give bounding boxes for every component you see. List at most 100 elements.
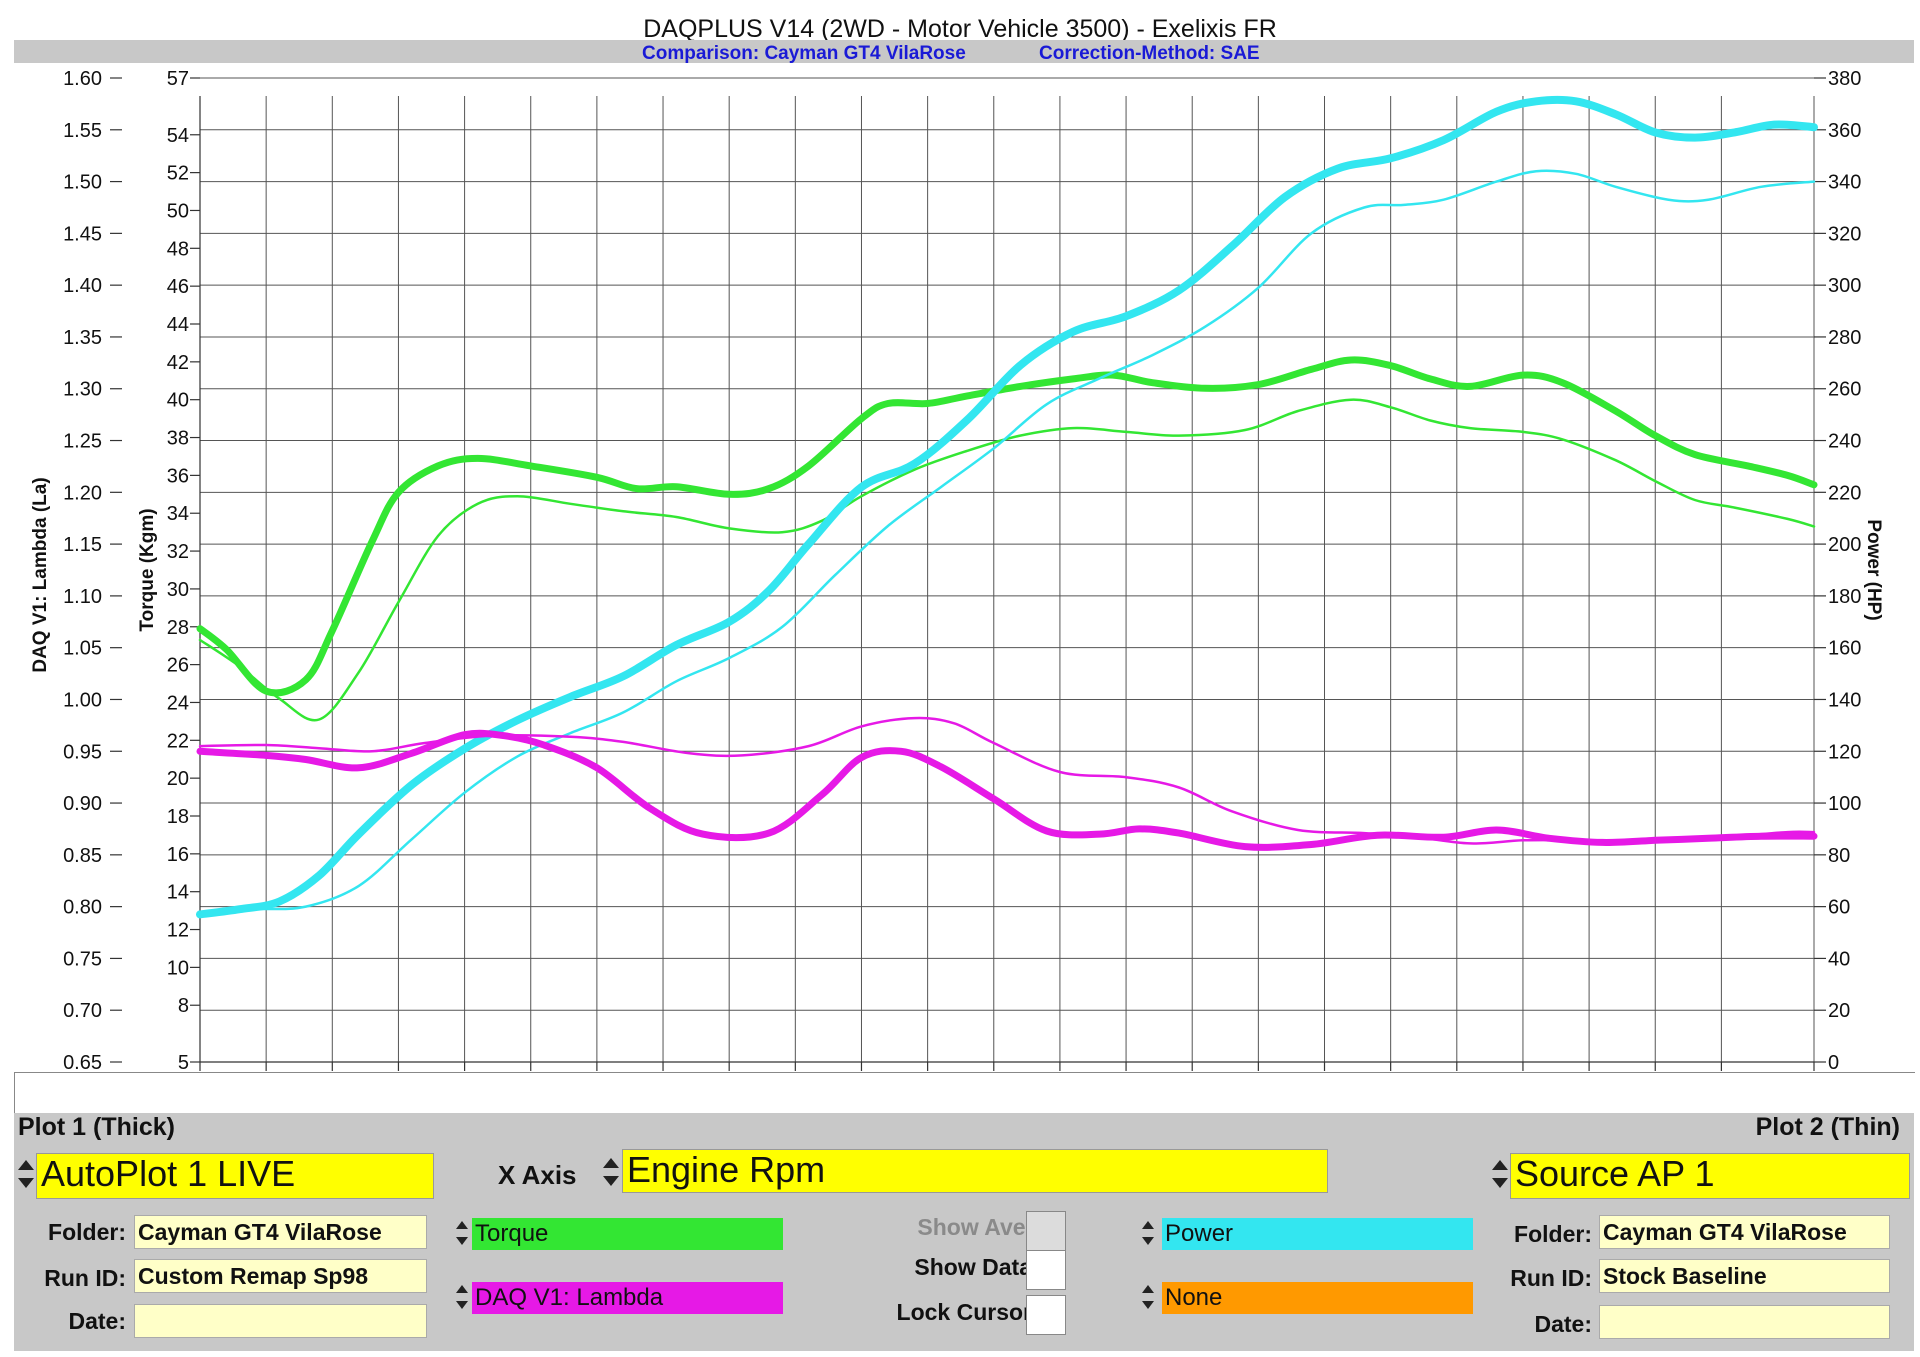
power-tick-label: 140	[1828, 689, 1861, 711]
power-tick-label: 380	[1828, 68, 1861, 90]
correction-method-label: Correction-Method: SAE	[1039, 43, 1260, 64]
torque-tick-label: 44	[167, 314, 189, 336]
plot-grid	[199, 77, 1815, 1063]
lambda-tick-label: 1.25	[63, 431, 102, 453]
torque-tick-label: 32	[167, 541, 189, 563]
torque-tick-label: 18	[167, 806, 189, 828]
torque-axis-ticks: 57 54 52 50 48 46 44 42 40 38 36 34 32 30 28 26 24 22 20 18…	[167, 68, 200, 1074]
lock-cursor-label: Lock Cursor	[896, 1299, 1032, 1325]
lambda-tick-label: 0.90	[63, 793, 102, 815]
chart-background	[0, 0, 1920, 1110]
lambda-tick-label: 1.55	[63, 120, 102, 142]
status-strip	[14, 1072, 1915, 1113]
torque-tick-label: 57	[167, 68, 189, 90]
x-axis-field[interactable]: Engine Rpm	[622, 1149, 1328, 1193]
lambda-tick-label: 0.80	[63, 897, 102, 919]
lambda-axis-ticks: 1.60 1.55 1.50 1.45 1.40 1.35 1.30 1.25 1.20 1.15…	[63, 68, 122, 1074]
lambda-tick-label: 1.45	[63, 223, 102, 245]
show-ave-checkbox[interactable]	[1026, 1211, 1066, 1251]
channel4-spinner[interactable]	[1140, 1282, 1158, 1312]
torque-tick-label: 8	[178, 995, 189, 1017]
lambda-tick-label: 1.10	[63, 586, 102, 608]
plot1-date-label: Date:	[68, 1308, 126, 1334]
lambda-tick-label: 1.40	[63, 275, 102, 297]
chart-title: DAQPLUS V14 (2WD - Motor Vehicle 3500) -…	[643, 15, 1277, 43]
torque-tick-label: 52	[167, 163, 189, 185]
power-tick-label: 100	[1828, 793, 1861, 815]
plot1-title: Plot 1 (Thick)	[18, 1113, 175, 1141]
lock-cursor-checkbox[interactable]	[1026, 1295, 1066, 1335]
channel3-spinner[interactable]	[1140, 1218, 1158, 1248]
power-tick-label: 200	[1828, 534, 1861, 556]
plot1-source-field[interactable]: AutoPlot 1 LIVE	[36, 1153, 434, 1199]
lambda-tick-label: 1.15	[63, 534, 102, 556]
lambda-tick-label: 1.30	[63, 379, 102, 401]
plot2-folder-field[interactable]: Cayman GT4 VilaRose	[1599, 1215, 1890, 1249]
lambda-tick-label: 0.70	[63, 1000, 102, 1022]
lambda-tick-label: 1.00	[63, 689, 102, 711]
torque-tick-label: 40	[167, 390, 189, 412]
lambda-tick-label: 1.05	[63, 638, 102, 660]
power-series-thick	[196, 95, 1818, 919]
power-tick-label: 180	[1828, 586, 1861, 608]
channel1-field[interactable]: Torque	[472, 1218, 783, 1250]
show-data-label: Show Data	[914, 1254, 1032, 1280]
torque-tick-label: 26	[167, 655, 189, 677]
show-data-checkbox[interactable]	[1026, 1250, 1066, 1290]
power-tick-label: 60	[1828, 897, 1850, 919]
power-tick-label: 240	[1828, 431, 1861, 453]
lambda-tick-label: 0.95	[63, 741, 102, 763]
power-tick-label: 220	[1828, 482, 1861, 504]
x-axis-label: X Axis	[498, 1160, 577, 1190]
torque-tick-label: 16	[167, 844, 189, 866]
power-tick-label: 80	[1828, 845, 1850, 867]
dyno-chart: DAQPLUS V14 (2WD - Motor Vehicle 3500) -…	[0, 0, 1920, 1110]
channel3-field[interactable]: Power	[1162, 1218, 1473, 1250]
channel1-spinner[interactable]	[454, 1218, 472, 1248]
channel2-field[interactable]: DAQ V1: Lambda	[472, 1282, 783, 1314]
lambda-tick-label: 0.65	[63, 1052, 102, 1074]
lambda-tick-label: 0.85	[63, 845, 102, 867]
power-axis-label: Power (HP)	[1863, 519, 1884, 620]
torque-tick-label: 28	[167, 617, 189, 639]
plot1-folder-field[interactable]: Cayman GT4 VilaRose	[134, 1215, 427, 1249]
torque-tick-label: 20	[167, 768, 189, 790]
plot2-source-field[interactable]: Source AP 1	[1510, 1153, 1910, 1199]
show-ave-label: Show Ave.	[917, 1214, 1032, 1240]
torque-tick-label: 42	[167, 352, 189, 374]
plot2-source-spinner[interactable]	[1490, 1155, 1508, 1193]
torque-series-thick	[196, 356, 1818, 697]
power-series-thin	[198, 169, 1816, 914]
plot1-folder-label: Folder:	[48, 1219, 126, 1245]
torque-tick-label: 14	[167, 882, 189, 904]
x-axis-spinner[interactable]	[601, 1153, 619, 1191]
torque-tick-label: 48	[167, 238, 189, 260]
torque-tick-label: 24	[167, 692, 189, 714]
power-tick-label: 300	[1828, 275, 1861, 297]
torque-tick-label: 22	[167, 730, 189, 752]
channel2-spinner[interactable]	[454, 1282, 472, 1312]
lambda-tick-label: 1.35	[63, 327, 102, 349]
torque-tick-label: 10	[167, 957, 189, 979]
power-tick-label: 40	[1828, 948, 1850, 970]
power-axis-ticks: 3803603403203002802602402202001801601401…	[1814, 68, 1861, 1074]
plot2-runid-field[interactable]: Stock Baseline	[1599, 1259, 1890, 1293]
plot2-date-field[interactable]	[1599, 1305, 1890, 1339]
channel4-field[interactable]: None	[1162, 1282, 1473, 1314]
torque-tick-label: 12	[167, 920, 189, 942]
power-tick-label: 160	[1828, 638, 1861, 660]
torque-tick-label: 34	[167, 503, 189, 525]
plot1-runid-field[interactable]: Custom Remap Sp98	[134, 1259, 427, 1293]
power-tick-label: 20	[1828, 1000, 1850, 1022]
power-tick-label: 120	[1828, 741, 1861, 763]
plot2-runid-label: Run ID:	[1510, 1265, 1592, 1291]
plot2-date-label: Date:	[1534, 1311, 1592, 1337]
comparison-label: Comparison: Cayman GT4 VilaRose	[642, 43, 966, 64]
power-tick-label: 260	[1828, 379, 1861, 401]
plot1-source-spinner[interactable]	[16, 1155, 34, 1193]
plot1-date-field[interactable]	[134, 1304, 427, 1338]
torque-tick-label: 30	[167, 579, 189, 601]
lambda-axis-label: DAQ V1: Lambda (La)	[30, 477, 51, 672]
power-tick-label: 0	[1828, 1052, 1839, 1074]
torque-tick-label: 54	[167, 125, 189, 147]
